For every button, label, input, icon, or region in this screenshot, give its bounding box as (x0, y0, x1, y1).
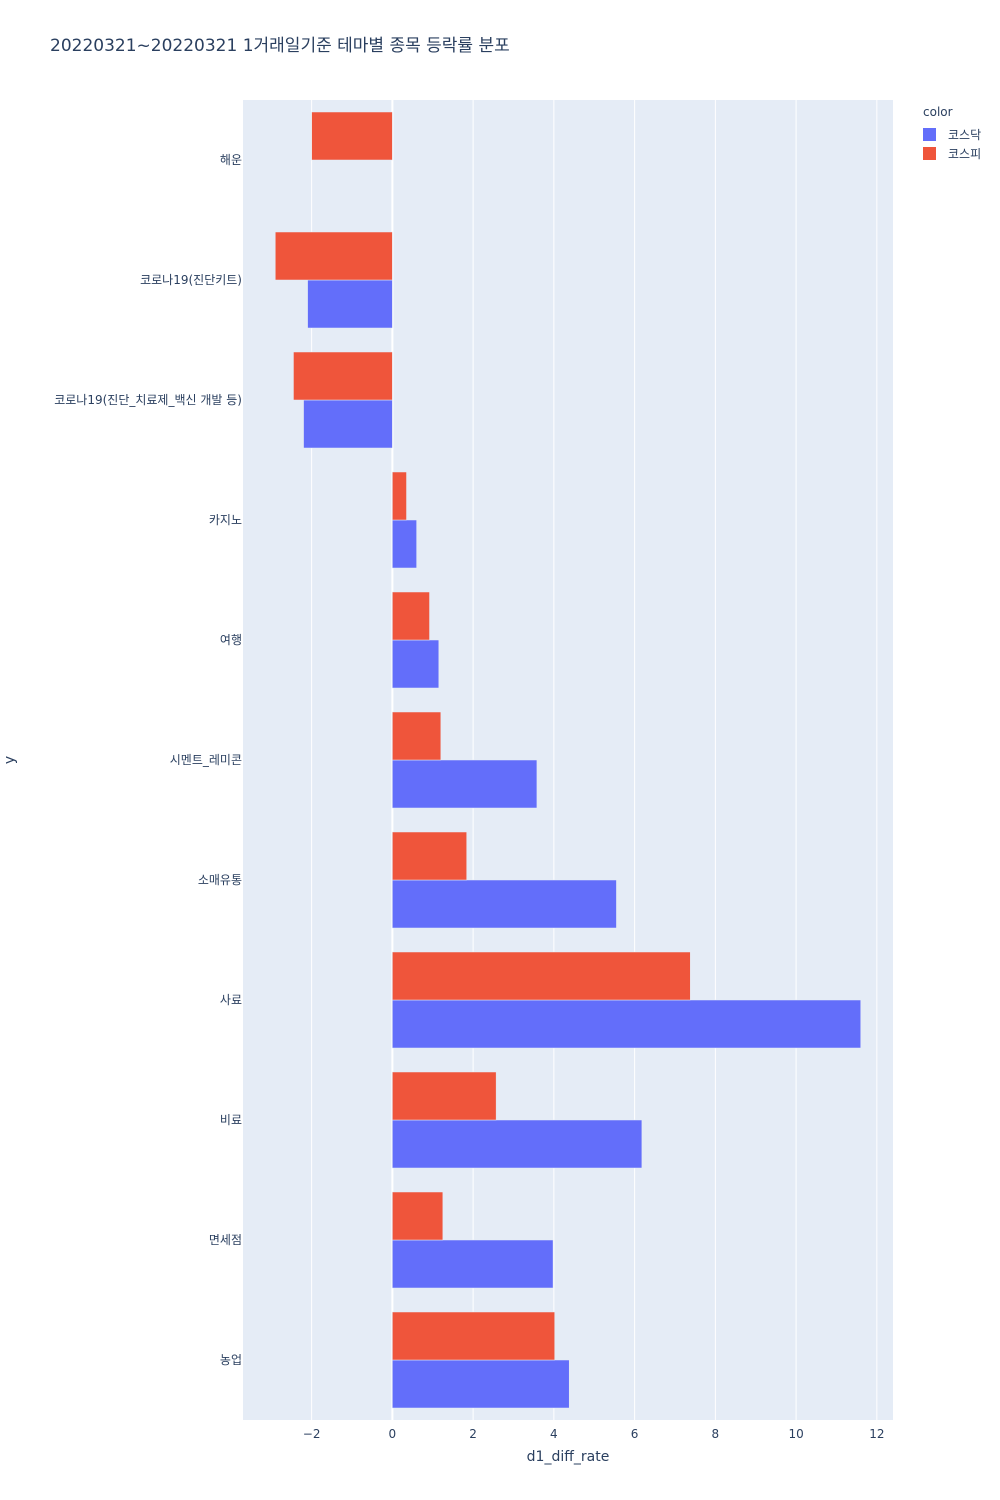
bar[interactable] (392, 1119, 643, 1169)
bar[interactable] (307, 279, 393, 329)
bar[interactable] (311, 111, 393, 161)
bar[interactable] (392, 591, 430, 641)
bar[interactable] (392, 831, 467, 881)
x-tick-label: 0 (389, 1427, 397, 1441)
legend-title: color (923, 105, 953, 119)
x-tick-label: 12 (869, 1427, 884, 1441)
y-tick-label: 면세점 (209, 1233, 242, 1247)
y-tick-label: 비료 (220, 1113, 242, 1127)
x-tick-label: 6 (631, 1427, 639, 1441)
bar[interactable] (392, 951, 691, 1001)
y-axis-title: y (2, 756, 18, 764)
bar[interactable] (293, 351, 393, 401)
bar[interactable] (275, 231, 393, 281)
legend-label: 코스닥 (948, 128, 982, 142)
legend-swatch (923, 147, 936, 160)
x-tick-label: 2 (469, 1427, 477, 1441)
x-tick-label: 4 (550, 1427, 558, 1441)
y-tick-label: 시멘트_레미콘 (170, 753, 242, 767)
y-tick-label: 사료 (220, 993, 242, 1007)
y-tick-label: 코로나19(진단_치료제_백신 개발 등) (54, 393, 242, 407)
x-tick-label: 8 (712, 1427, 720, 1441)
x-tick-label: −2 (303, 1427, 321, 1441)
y-tick-label: 해운 (220, 153, 242, 167)
legend-swatch (923, 128, 936, 141)
y-tick-label: 여행 (220, 632, 242, 647)
y-tick-label: 소매유통 (198, 873, 242, 887)
bar[interactable] (392, 639, 440, 689)
bar[interactable] (303, 399, 393, 449)
y-tick-label: 카지노 (209, 513, 242, 527)
bar[interactable] (392, 999, 861, 1049)
bar[interactable] (392, 879, 617, 929)
legend-item[interactable]: 코스피 (923, 144, 981, 163)
chart-title: 20220321~20220321 1거래일기준 테마별 종목 등락률 분포 (50, 36, 510, 56)
bar[interactable] (392, 1191, 444, 1241)
legend-item[interactable]: 코스닥 (923, 125, 981, 144)
legend-label: 코스피 (948, 147, 982, 161)
y-tick-label: 농업 (220, 1353, 242, 1367)
bar[interactable] (392, 471, 407, 521)
bar[interactable] (392, 1239, 554, 1289)
x-axis-title: d1_diff_rate (527, 1449, 610, 1465)
bar[interactable] (392, 519, 417, 569)
bar[interactable] (392, 711, 442, 761)
bar[interactable] (392, 1311, 555, 1361)
y-tick-label: 코로나19(진단키트) (140, 273, 242, 287)
x-tick-label: 10 (788, 1427, 803, 1441)
bar[interactable] (392, 1071, 497, 1121)
bar[interactable] (392, 759, 538, 809)
bar[interactable] (392, 1359, 570, 1409)
